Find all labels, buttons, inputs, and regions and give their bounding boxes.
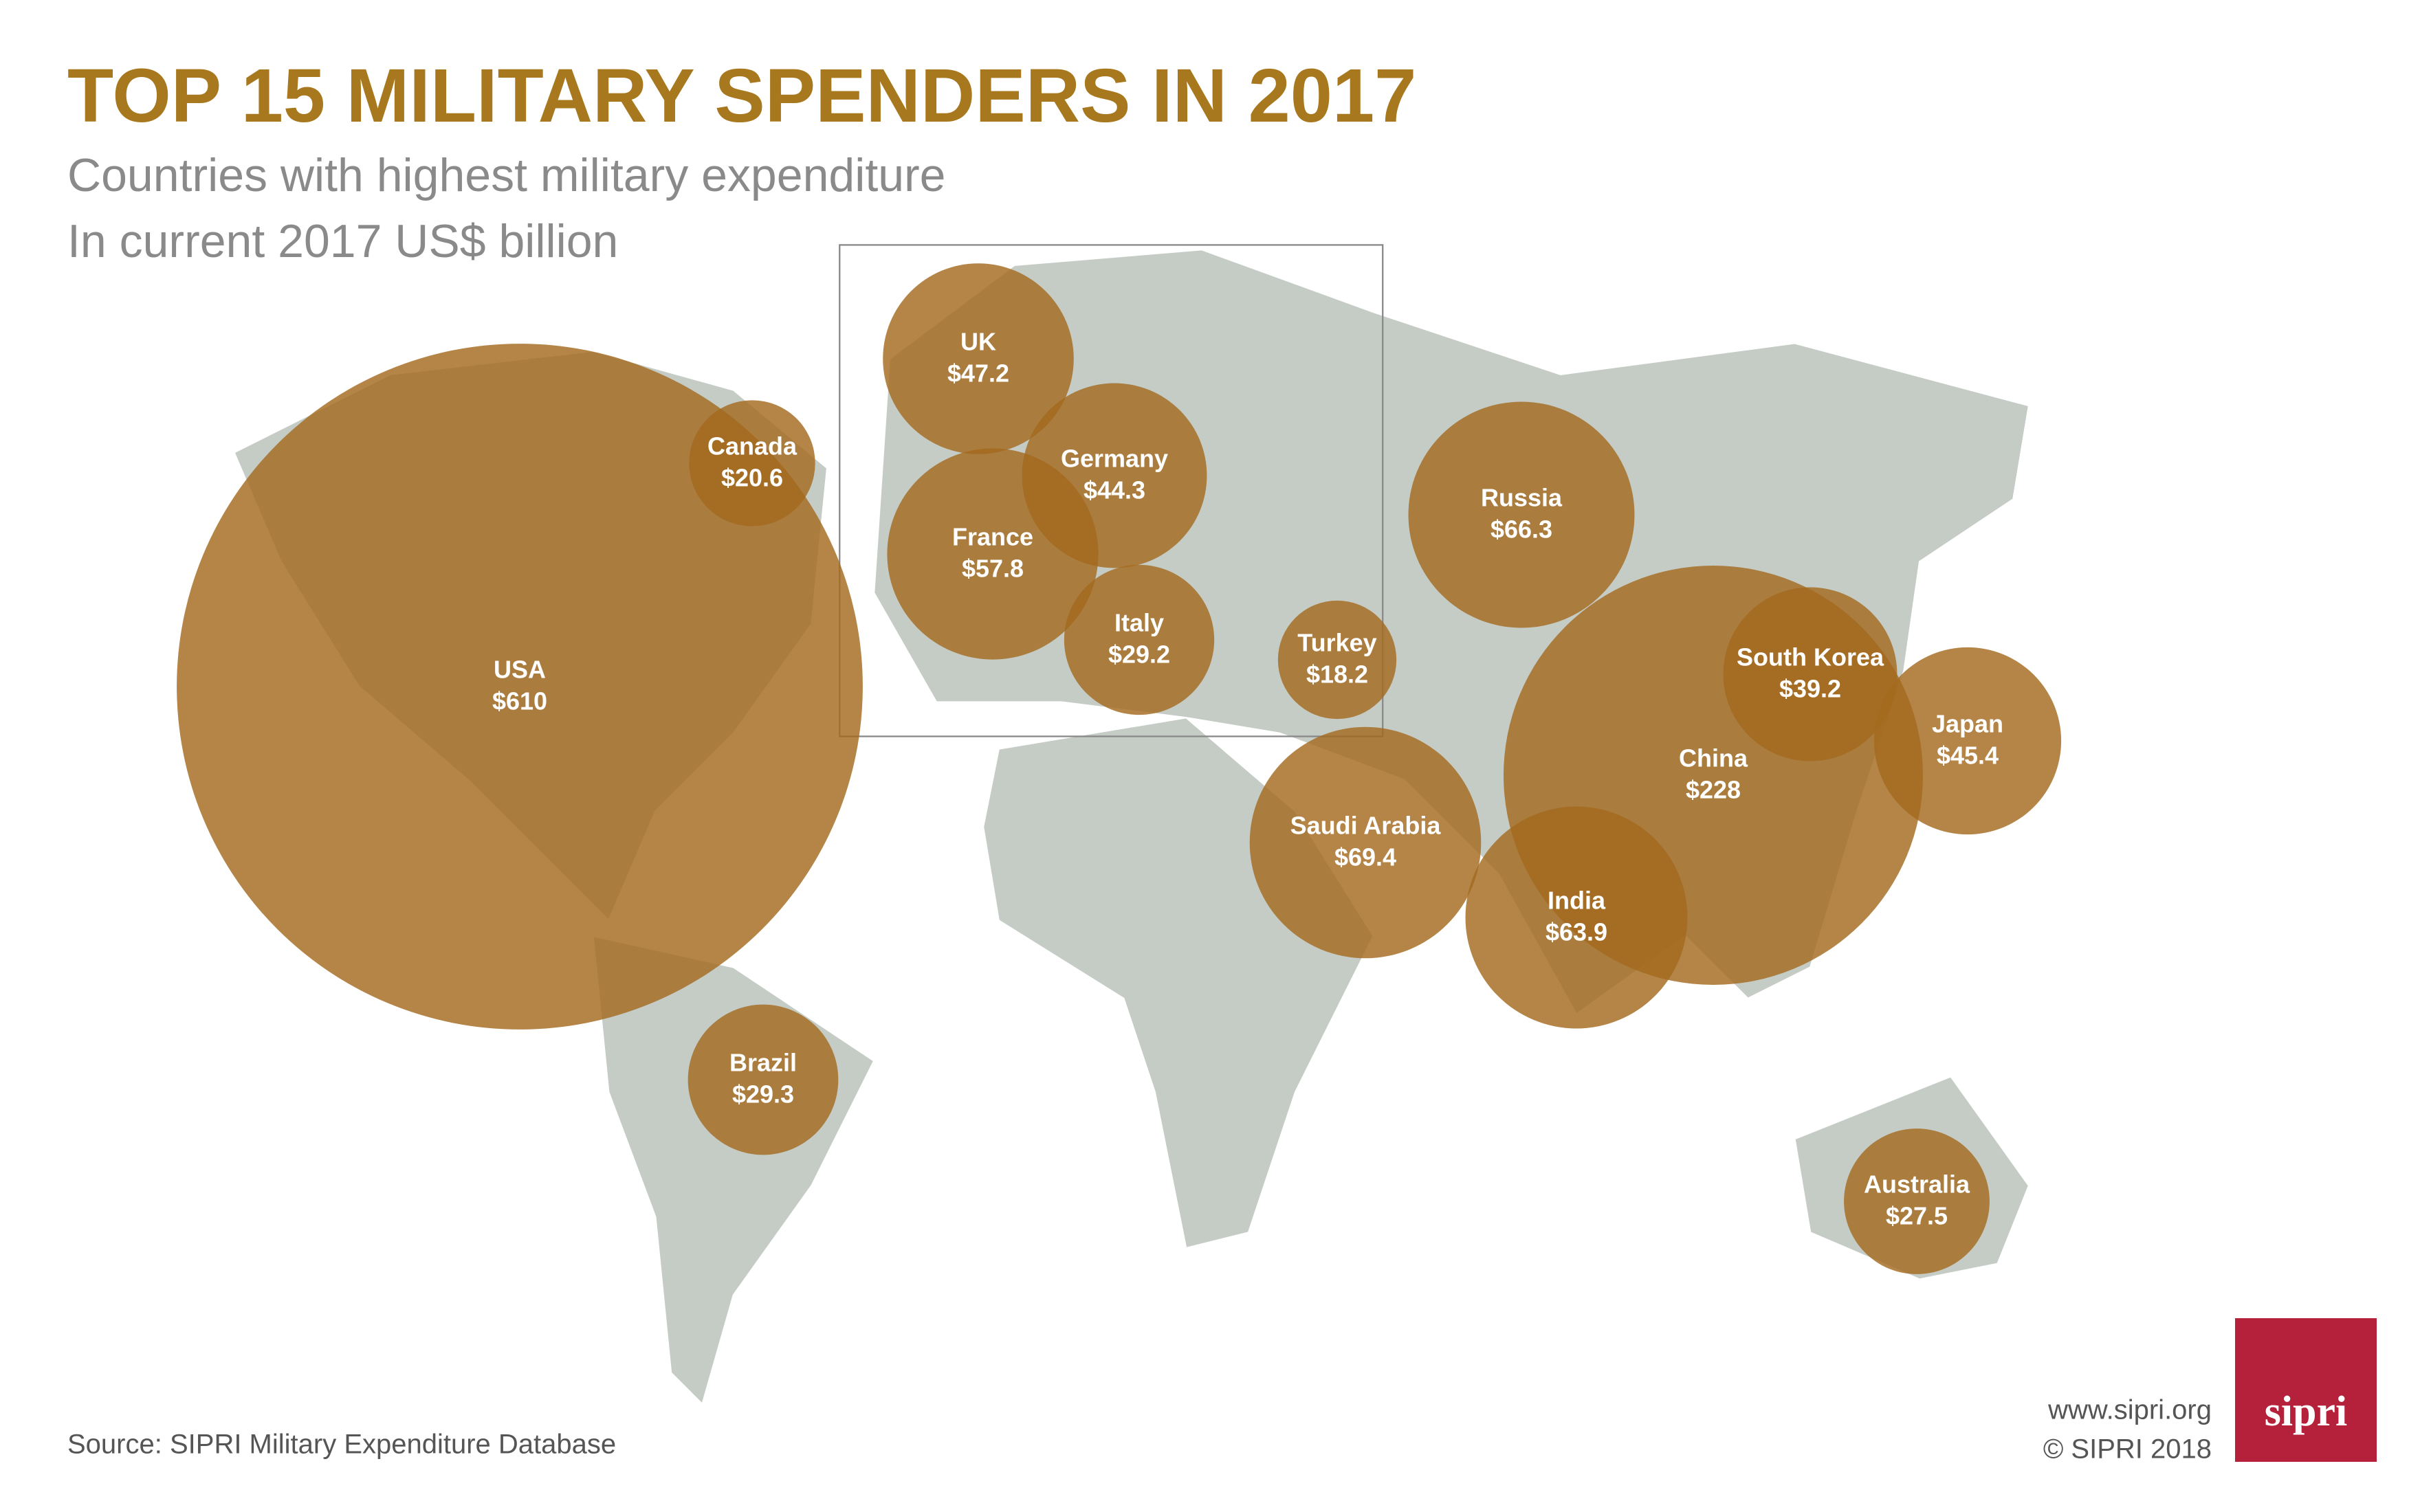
bubble xyxy=(689,400,815,526)
bubbles: USA $610 China $228 Saudi Arabia $69.4 Russia $… xyxy=(177,263,2062,1274)
bubble-label: Germany xyxy=(1061,445,1168,473)
bubble-label: China xyxy=(1679,744,1748,772)
bubble-label: Turkey xyxy=(1297,629,1376,657)
bubble-label: Australia xyxy=(1864,1170,1970,1199)
bubble-label: South Korea xyxy=(1737,643,1884,671)
value-label: $47.2 xyxy=(947,359,1009,388)
bubble-label: India xyxy=(1548,887,1606,915)
bubble xyxy=(1873,647,2062,835)
bubble-label: USA xyxy=(494,656,546,684)
bubble xyxy=(1844,1129,1990,1274)
value-label: $228 xyxy=(1686,776,1741,804)
bubble xyxy=(1408,401,1635,628)
value-label: $63.9 xyxy=(1546,918,1607,946)
logo: sipri xyxy=(2265,1388,2348,1435)
value-label: $44.3 xyxy=(1084,476,1145,504)
logo-box xyxy=(2235,1318,2377,1462)
bubble-label: Italy xyxy=(1114,609,1164,637)
bubble xyxy=(1022,383,1207,568)
bubble-label: UK xyxy=(960,328,996,356)
value-label: $610 xyxy=(492,687,547,715)
subtitle: Countries with highest military expendit… xyxy=(67,149,946,201)
bubble-label: Japan xyxy=(1932,710,2003,738)
bubble xyxy=(883,263,1074,454)
source: Source: SIPRI Military Expenditure Datab… xyxy=(67,1430,616,1460)
title: TOP 15 MILITARY SPENDERS IN 2017 xyxy=(67,54,1416,138)
value-label: $29.2 xyxy=(1108,641,1170,669)
bubble xyxy=(1249,726,1482,959)
bubble xyxy=(1064,564,1215,715)
bubble xyxy=(1723,587,1898,761)
bubble-label: Canada xyxy=(707,432,798,460)
website: www.sipri.org xyxy=(2047,1395,2212,1425)
bubble-label: Russia xyxy=(1481,484,1563,512)
value-label: $57.8 xyxy=(962,555,1024,583)
bubble xyxy=(1277,600,1397,720)
bubble-label: France xyxy=(952,523,1033,551)
bubble xyxy=(177,344,863,1030)
bubble-label: Saudi Arabia xyxy=(1290,812,1442,840)
value-label: $69.4 xyxy=(1334,843,1396,871)
value-label: $39.2 xyxy=(1779,675,1841,703)
value-label: $20.6 xyxy=(721,464,783,492)
value-label: $45.4 xyxy=(1937,742,1999,770)
europe-inset-box xyxy=(839,244,1384,737)
value-label: $18.2 xyxy=(1306,660,1368,689)
subtitle: In current 2017 US$ billion xyxy=(67,215,618,267)
copyright: © SIPRI 2018 xyxy=(2043,1434,2212,1465)
value-label: $29.3 xyxy=(732,1080,794,1109)
bubble xyxy=(1465,806,1688,1029)
bubble-label: Brazil xyxy=(729,1049,797,1077)
value-label: $27.5 xyxy=(1886,1202,1948,1230)
bubble xyxy=(688,1004,839,1155)
value-label: $66.3 xyxy=(1490,515,1552,544)
